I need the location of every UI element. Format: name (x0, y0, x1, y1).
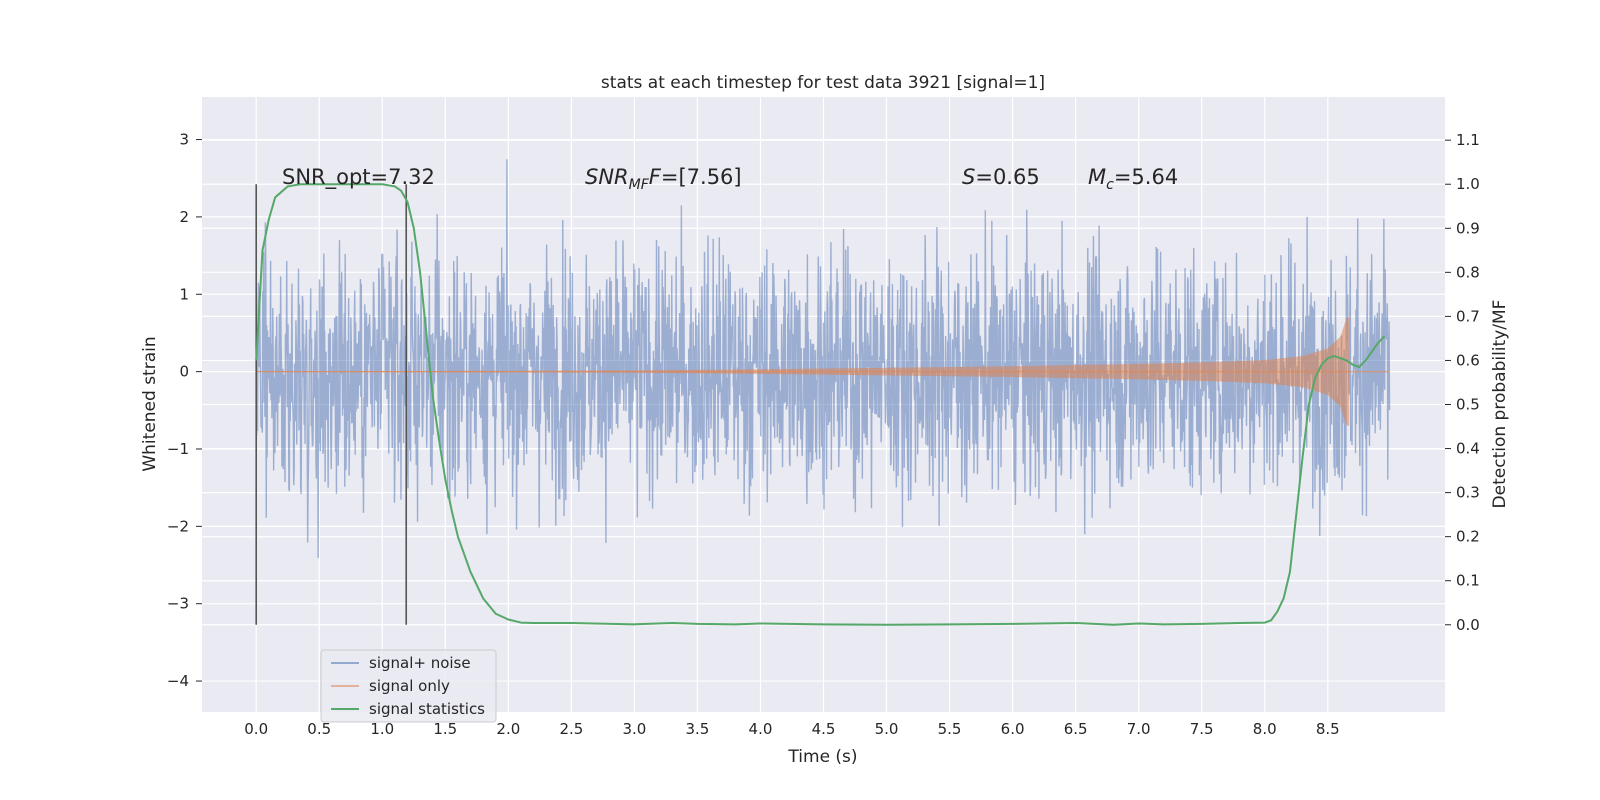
y2-tick-label: 0.0 (1456, 616, 1480, 634)
annotation-mc: Mc=5.64 (1088, 165, 1178, 193)
x-tick-label: 4.0 (749, 720, 773, 738)
mc-variable: M (1088, 165, 1106, 189)
x-axis-ticks: 0.0 0.5 1.0 1.5 2.0 2.5 3.0 3.5 4.0 4.5 5.0 5.5 6.0 6… (244, 720, 1339, 738)
x-tick-label: 5.0 (875, 720, 899, 738)
mc-subscript: c (1106, 177, 1114, 193)
vertical-markers (255, 184, 408, 625)
x-axis-label: Time (s) (787, 747, 857, 767)
s-value: =0.65 (975, 165, 1039, 189)
legend-label-noise: signal+ noise (369, 654, 471, 672)
y2-axis-ticks: 1.1 1.0 0.9 0.8 0.7 0.6 0.5 0.4 0.3 0.2 0.1 0.0 (1445, 131, 1480, 634)
x-tick-label: 0.0 (244, 720, 268, 738)
y2-tick-label: 1.1 (1456, 131, 1480, 149)
x-tick-label: 6.0 (1001, 720, 1025, 738)
snr-mf-value: =[7.56] (661, 165, 742, 189)
y-tick-label: 1 (179, 285, 189, 303)
x-tick-label: 3.0 (622, 720, 646, 738)
y-tick-label: −3 (167, 595, 189, 613)
y-axis-ticks: 3 2 1 0 −1 −2 −3 −4 (167, 131, 202, 690)
noise-series (255, 159, 1391, 559)
annotation-snr-mf: SNRMFF=[7.56] (585, 165, 742, 193)
x-tick-label: 5.5 (938, 720, 962, 738)
snr-mf-subscript: MF (629, 177, 650, 193)
legend: signal+ noise signal only signal statist… (320, 649, 497, 723)
y-tick-label: −4 (167, 672, 189, 690)
y-tick-label: −2 (167, 517, 189, 535)
y-tick-label: 2 (179, 208, 189, 226)
y2-tick-label: 0.7 (1456, 307, 1480, 325)
y2-tick-label: 1.0 (1456, 175, 1480, 193)
y-tick-label: 0 (179, 363, 189, 381)
mc-value: =5.64 (1114, 165, 1178, 189)
y-tick-label: −1 (167, 440, 189, 458)
x-tick-label: 8.5 (1316, 720, 1340, 738)
s-variable: S (962, 165, 975, 189)
x-tick-label: 6.5 (1064, 720, 1088, 738)
y2-tick-label: 0.8 (1456, 263, 1480, 281)
x-tick-label: 8.0 (1253, 720, 1277, 738)
y2-tick-label: 0.4 (1456, 440, 1480, 458)
snr-mf-f: F (649, 165, 662, 189)
stats-series (255, 183, 1386, 626)
annotation-snr-opt: SNR_opt=7.32 (282, 165, 435, 190)
x-tick-label: 7.5 (1190, 720, 1214, 738)
chart-title: stats at each timestep for test data 392… (601, 73, 1045, 93)
annotation-s: S=0.65 (962, 165, 1040, 189)
y2-tick-label: 0.1 (1456, 572, 1480, 590)
y2-tick-label: 0.2 (1456, 528, 1480, 546)
stats-line (255, 183, 1386, 626)
x-tick-label: 7.0 (1127, 720, 1151, 738)
x-tick-label: 0.5 (307, 720, 331, 738)
y2-tick-label: 0.5 (1456, 396, 1480, 414)
x-tick-label: 3.5 (686, 720, 710, 738)
x-tick-label: 2.0 (496, 720, 520, 738)
y-tick-label: 3 (179, 131, 189, 149)
y2-tick-label: 0.9 (1456, 219, 1480, 237)
x-tick-label: 4.5 (812, 720, 836, 738)
legend-label-stats: signal statistics (369, 700, 485, 718)
x-tick-label: 1.5 (433, 720, 457, 738)
legend-box (320, 649, 497, 723)
y-axis-label: Whitened strain (140, 336, 160, 471)
legend-label-signal: signal only (369, 677, 450, 695)
noise-trace (255, 159, 1391, 559)
x-tick-label: 2.5 (559, 720, 583, 738)
y2-tick-label: 0.3 (1456, 484, 1480, 502)
y2-axis-label: Detection probability/MF (1490, 300, 1510, 509)
signal-series (256, 317, 1390, 426)
snr-mf-prefix: SNR (585, 165, 629, 189)
y2-tick-label: 0.6 (1456, 351, 1480, 369)
x-tick-label: 1.0 (370, 720, 394, 738)
